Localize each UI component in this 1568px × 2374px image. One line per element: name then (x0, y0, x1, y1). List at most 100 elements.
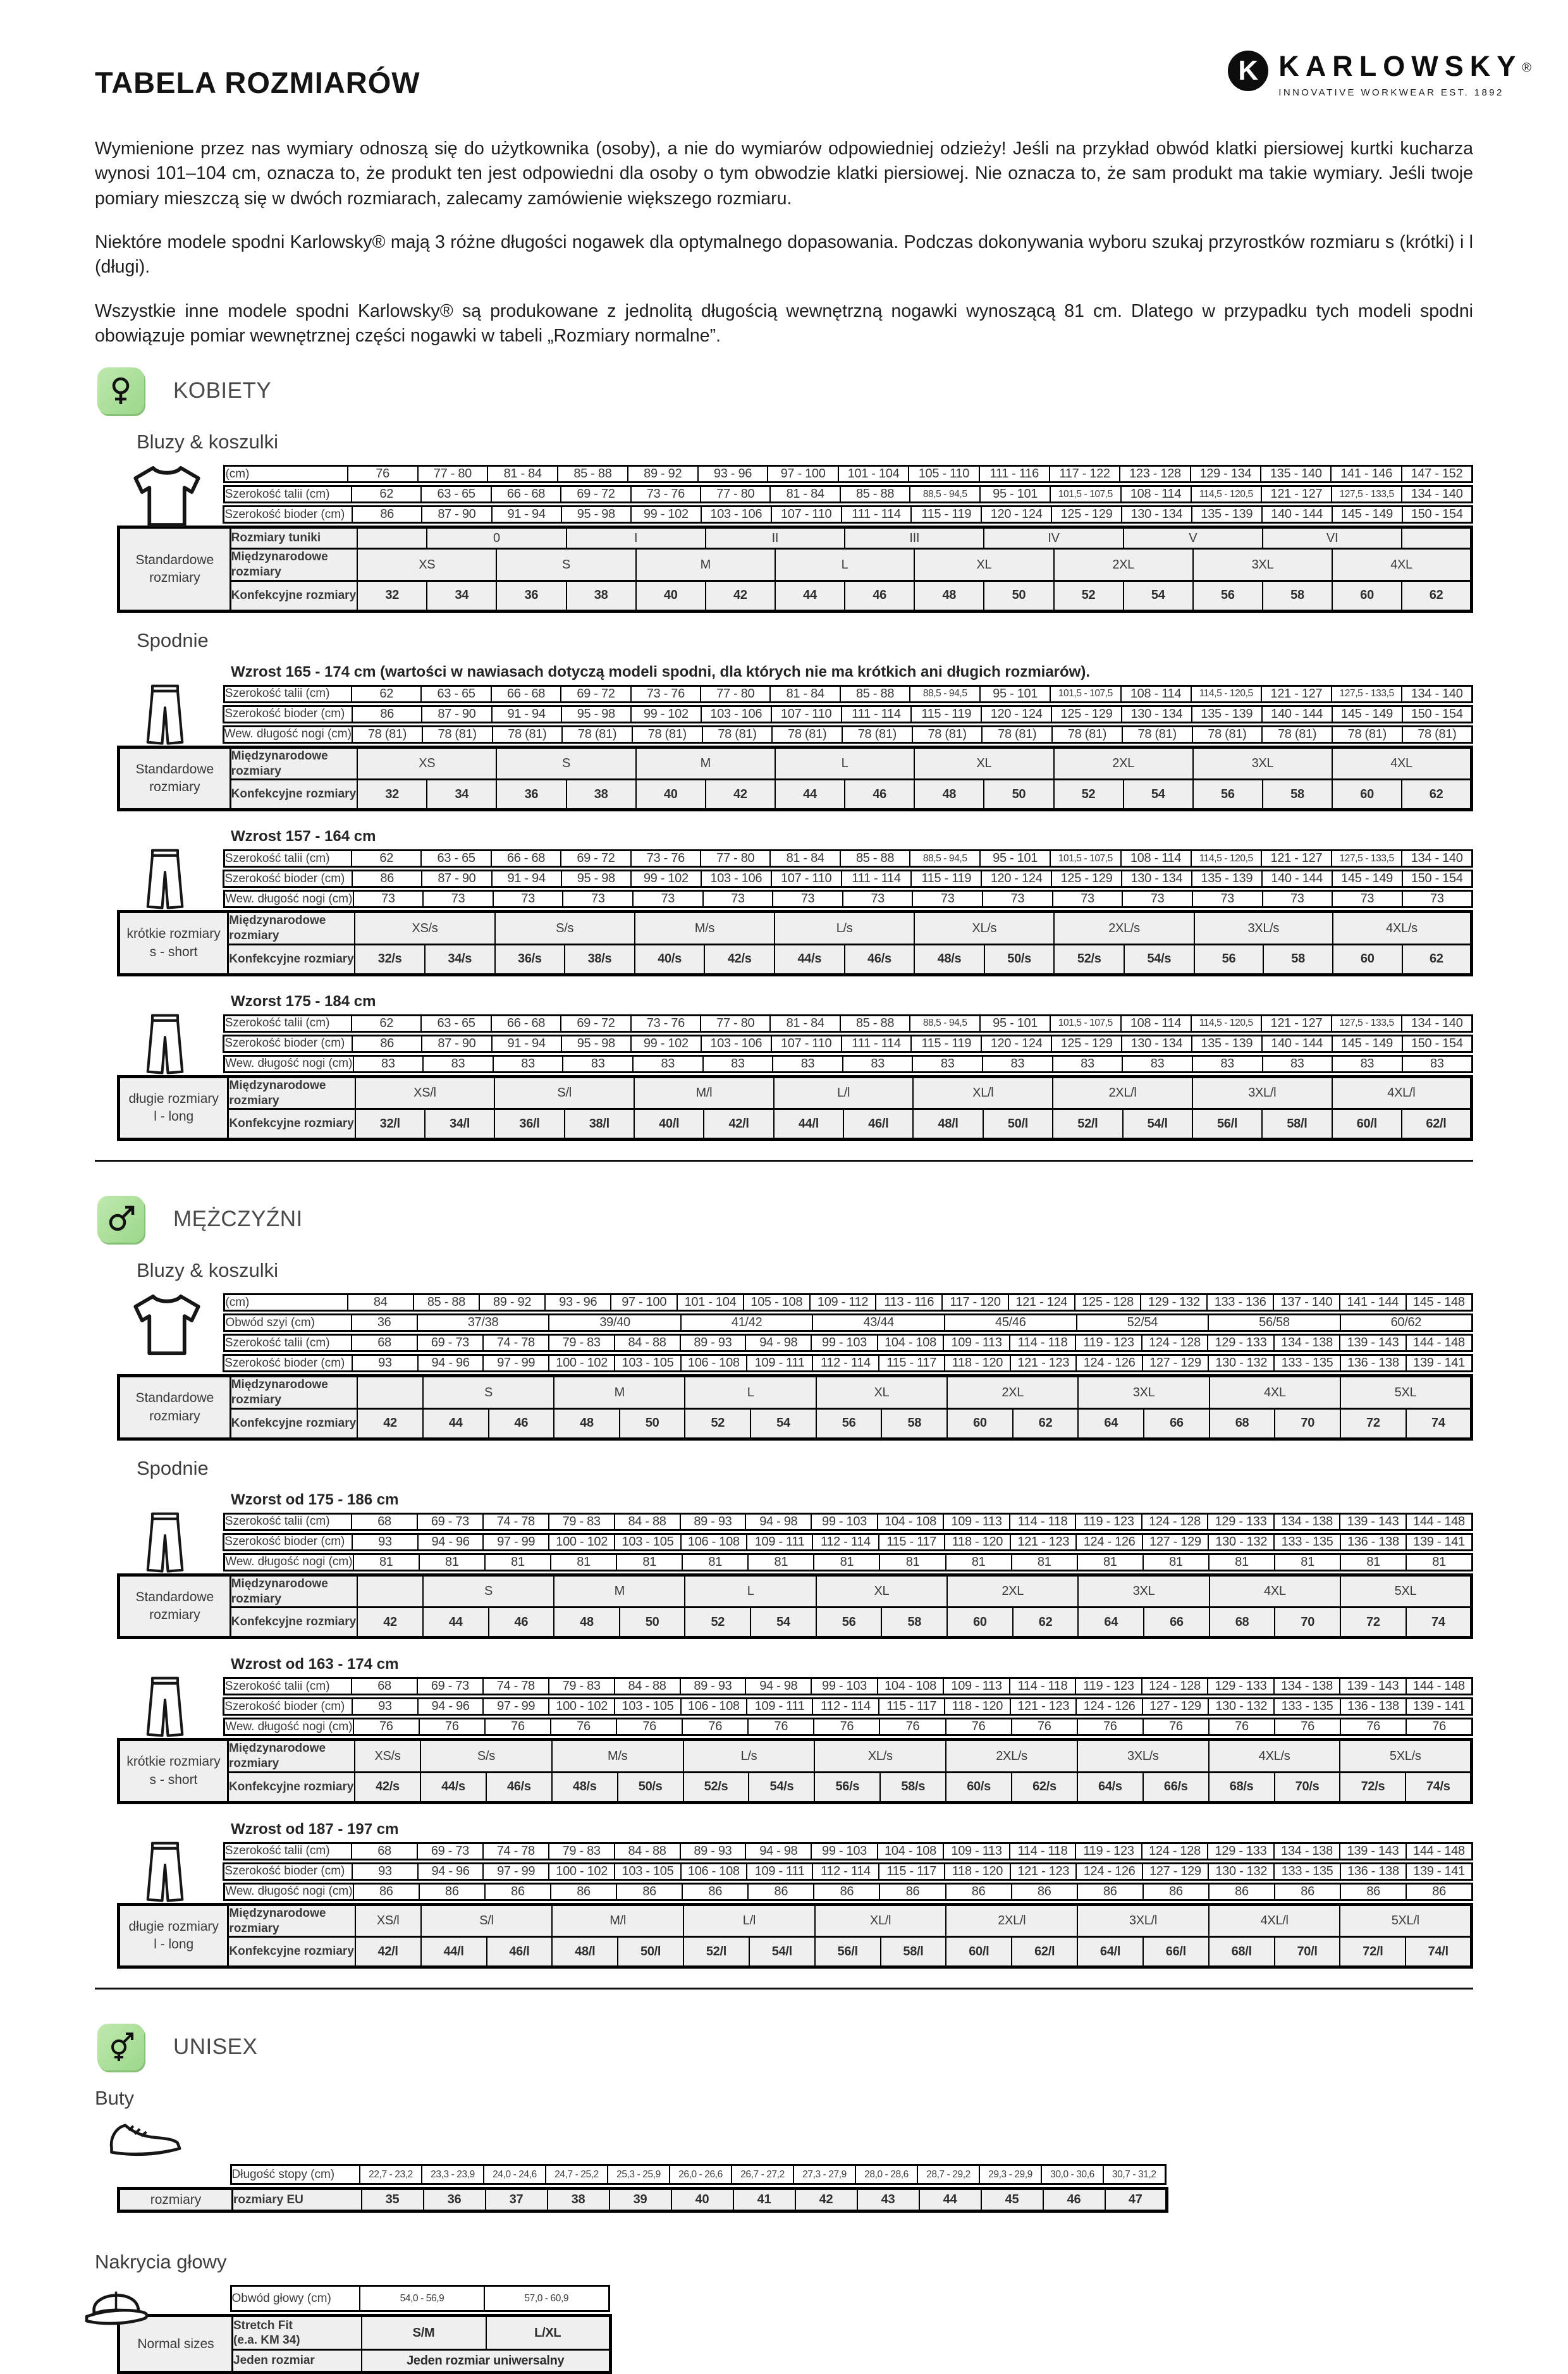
size-cell: 60/s (945, 1771, 1013, 1804)
size-cell: 42/s (704, 943, 775, 976)
size-cell: 62/l (1400, 1108, 1473, 1141)
size-cell: 145 - 149 (1331, 704, 1403, 723)
size-cell: 150 - 154 (1401, 870, 1473, 889)
size-cell: 2XL (1053, 548, 1194, 582)
size-cell: 78 (81) (701, 725, 773, 744)
size-cell: 121 - 124 (1007, 1293, 1075, 1312)
size-cell: 139 - 141 (1406, 1697, 1474, 1716)
size-cell: 60 (946, 1606, 1014, 1640)
size-cell: M (553, 1573, 686, 1609)
size-cell: 101,5 - 107,5 (1050, 1014, 1122, 1033)
size-cell: 45 (980, 2187, 1044, 2213)
men-shirts-table: (cm) 84 85 - 88 89 - 92 93 - 96 97 - 100 101 -… (117, 1293, 1474, 1441)
female-icon (97, 367, 144, 415)
size-cell: 73 (352, 890, 424, 909)
women-pants-heading: Spodnie (137, 629, 209, 651)
size-cell: 125 - 129 (1051, 870, 1122, 889)
size-cell: 78 (81) (1191, 725, 1263, 744)
size-cell: 91 - 94 (491, 1034, 562, 1053)
section-men-header: MĘŻCZYŹNI (97, 1196, 1473, 1243)
size-cell: S/l (420, 1902, 553, 1938)
size-cell: 97 - 99 (482, 1697, 549, 1716)
size-cell: 36 (422, 2187, 486, 2213)
size-cell: 50/s (983, 943, 1055, 976)
size-cell: 48 (914, 778, 985, 812)
measurement-row: Szerokość bioder (cm) 93 94 - 96 97 - 99 100… (117, 1354, 1474, 1373)
size-cell: 101 - 104 (677, 1293, 744, 1312)
size-cell: 87 - 90 (421, 1034, 493, 1053)
shoe-icon (109, 2124, 181, 2156)
women-shirts-table: (cm) 76 77 - 80 81 - 84 85 - 88 89 - 92 93 - 9… (117, 465, 1474, 613)
size-cell: 139 - 141 (1406, 1862, 1474, 1881)
size-cell: 69 - 72 (560, 485, 632, 504)
size-cell: 73 (562, 890, 634, 909)
size-cell: M/l (551, 1902, 685, 1938)
size-cell: 91 - 94 (491, 704, 562, 723)
size-cell: 115 - 119 (910, 704, 983, 723)
women-pants-long-table: Szerokość talii (cm) 62 63 - 65 66 - 68 69 -… (116, 1014, 1474, 1141)
size-cell: 68/s (1208, 1771, 1275, 1804)
size-cell: S (496, 745, 637, 781)
size-cell: 115 - 119 (910, 505, 983, 524)
size-cell: 54/l (1122, 1108, 1193, 1141)
size-cell: 139 - 141 (1406, 1354, 1474, 1373)
size-cell: 74 (1405, 1407, 1473, 1441)
size-cell: 103 - 106 (700, 870, 772, 889)
size-cell: 48/s (914, 943, 985, 976)
size-cell: 66 - 68 (490, 1014, 562, 1033)
size-cell: 112 - 114 (812, 1697, 879, 1716)
size-cell: 121 - 123 (1010, 1354, 1077, 1373)
size-cell: 136 - 138 (1339, 1532, 1407, 1551)
size-cell: 145 - 149 (1331, 1034, 1403, 1053)
size-cell: 94 - 96 (417, 1532, 484, 1551)
size-cell: 135 - 139 (1191, 704, 1263, 723)
size-cell: 89 - 92 (627, 465, 699, 484)
size-cell: 81 (747, 1553, 815, 1571)
size-cell: 95 - 98 (560, 505, 632, 524)
size-cell: 150 - 154 (1401, 704, 1473, 723)
size-cell: 56/l (814, 1936, 881, 1969)
size-cell: 136 - 138 (1339, 1697, 1407, 1716)
size-cell: 130 - 134 (1120, 1034, 1192, 1053)
size-cell: 73 (1401, 890, 1473, 909)
size-cell: 48 (553, 1606, 620, 1640)
size-cell: 69 - 73 (417, 1512, 484, 1531)
trousers-icon (146, 1842, 184, 1902)
size-cell: 127,5 - 133,5 (1330, 1014, 1403, 1033)
size-cell: 32/s (354, 943, 426, 976)
size-cell: 81 (352, 1553, 420, 1571)
size-cell: 103 - 106 (700, 505, 772, 524)
size-cell: 62 (1401, 579, 1474, 613)
size-cell: 139 - 143 (1339, 1512, 1407, 1531)
size-cell: 103 - 105 (614, 1354, 682, 1373)
size-cell: 66 (1143, 1606, 1210, 1640)
size-cell: 74 (1405, 1606, 1473, 1640)
size-cell: 114,5 - 120,5 (1190, 485, 1262, 504)
size-cell: 76 (945, 1718, 1012, 1737)
size-cell: 4XL/s (1332, 910, 1473, 945)
row-label: Konfekcyjne rozmiary (230, 1606, 358, 1640)
male-icon (97, 1196, 144, 1243)
group-header: Standardowe rozmiary (117, 745, 231, 812)
size-cell: 58 (1261, 778, 1333, 812)
men-pants-short-title: Wzrost od 163 - 174 cm (231, 1656, 399, 1673)
size-cell: 62 (1012, 1606, 1079, 1640)
size-cell: 39 (608, 2187, 672, 2213)
size-cell: 93 - 96 (697, 465, 769, 484)
size-cell: 106 - 108 (680, 1697, 747, 1716)
row-label: Konfekcyjne rozmiary (227, 1108, 356, 1141)
size-cell: 35 (360, 2187, 424, 2213)
size-cell: 45/46 (944, 1313, 1077, 1332)
size-cell: 87 - 90 (421, 704, 493, 723)
size-cell: 68 (351, 1677, 418, 1696)
size-cell: 52 (1053, 778, 1124, 812)
size-cell: 85 - 88 (839, 485, 911, 504)
size-cell: 119 - 123 (1075, 1677, 1142, 1696)
size-cell: 81 (1406, 1553, 1474, 1571)
size-cell (357, 1573, 424, 1609)
size-cell: L/XL (485, 2314, 612, 2351)
size-cell: 84 - 88 (613, 1512, 681, 1531)
size-cell: 101 - 104 (837, 465, 910, 484)
size-cell: 56/l (1191, 1108, 1263, 1141)
size-cell: 56/58 (1208, 1313, 1341, 1332)
